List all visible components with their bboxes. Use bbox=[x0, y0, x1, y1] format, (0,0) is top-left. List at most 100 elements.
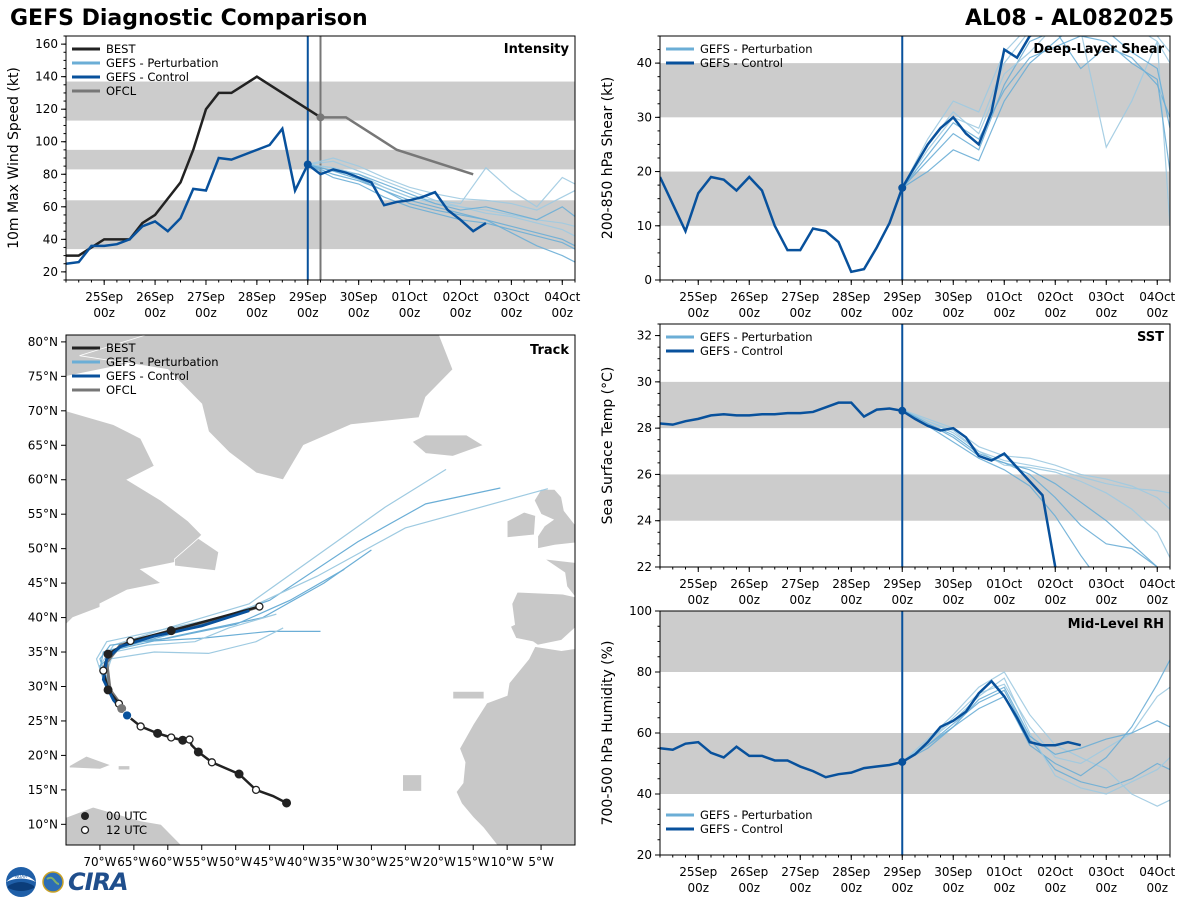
control-track bbox=[101, 609, 250, 717]
y-axis-label: Sea Surface Temp (°C) bbox=[600, 367, 616, 525]
x-tick-label: 00z bbox=[738, 306, 760, 320]
lon-tick-label: 35°W bbox=[321, 855, 354, 869]
x-tick-label: 00z bbox=[93, 306, 115, 320]
legend-label: GEFS - Perturbation bbox=[106, 56, 219, 70]
best-point-12utc bbox=[167, 733, 176, 742]
panel-title: Mid-Level RH bbox=[1068, 617, 1164, 632]
noaa-logo-icon: NOAA bbox=[6, 867, 36, 897]
lon-tick-label: 25°W bbox=[389, 855, 422, 869]
x-tick-label: 01Oct bbox=[986, 290, 1022, 304]
x-tick-label: 03Oct bbox=[1088, 865, 1124, 879]
x-tick-label: 30Sep bbox=[934, 290, 972, 304]
x-tick-label: 04Oct bbox=[1139, 290, 1175, 304]
x-tick-label: 28Sep bbox=[832, 577, 870, 591]
y-tick-label: 20 bbox=[43, 265, 58, 279]
lat-tick-label: 10°N bbox=[28, 817, 58, 831]
y-axis-label: 10m Max Wind Speed (kt) bbox=[6, 67, 22, 249]
x-tick-label: 00z bbox=[1146, 306, 1168, 320]
legend-label: 12 UTC bbox=[106, 823, 147, 837]
panel-track: 10°N 15°N 20°N 25°N 30°N 35°N 40°N 45°N 50°N 55°N… bbox=[28, 334, 576, 869]
x-tick-label: 00z bbox=[297, 306, 319, 320]
y-tick-label: 28 bbox=[637, 421, 652, 435]
x-tick-label: 30Sep bbox=[340, 290, 378, 304]
lon-tick-label: 5°W bbox=[528, 855, 554, 869]
legend-marker-12utc bbox=[80, 825, 90, 835]
lon-tick-label: 40°W bbox=[287, 855, 320, 869]
x-tick-label: 25Sep bbox=[679, 577, 717, 591]
x-tick-label: 00z bbox=[399, 306, 421, 320]
y-tick-label: 60 bbox=[637, 726, 652, 740]
y-tick-label: 80 bbox=[637, 665, 652, 679]
x-tick-label: 01Oct bbox=[392, 290, 428, 304]
x-tick-label: 00z bbox=[942, 881, 964, 895]
logos: NOAA CIRA bbox=[4, 866, 129, 898]
legend-label: GEFS - Perturbation bbox=[700, 42, 813, 56]
x-tick-label: 00z bbox=[1044, 881, 1066, 895]
legend-label: GEFS - Control bbox=[106, 70, 189, 84]
y-tick-label: 100 bbox=[35, 135, 58, 149]
gefs-control-line bbox=[660, 401, 1057, 567]
lon-tick-label: 15°W bbox=[457, 855, 490, 869]
series-group bbox=[660, 659, 1170, 807]
x-tick-label: 00z bbox=[501, 306, 523, 320]
land-hispaniola bbox=[68, 755, 112, 770]
x-tick-label: 00z bbox=[551, 306, 573, 320]
x-tick-label: 00z bbox=[195, 306, 217, 320]
lat-tick-label: 45°N bbox=[28, 576, 58, 590]
x-tick-label: 00z bbox=[942, 306, 964, 320]
land-puerto-rico bbox=[117, 765, 131, 771]
x-tick-label: 02Oct bbox=[1037, 290, 1073, 304]
x-tick-label: 01Oct bbox=[986, 577, 1022, 591]
legend-label: OFCL bbox=[106, 383, 137, 397]
band-1 bbox=[660, 63, 1170, 118]
y-tick-label: 100 bbox=[629, 604, 652, 618]
x-tick-label: 27Sep bbox=[781, 865, 819, 879]
perturbation-line bbox=[307, 163, 575, 221]
lon-tick-label: 60°W bbox=[151, 855, 184, 869]
map-layer bbox=[66, 335, 575, 845]
band-1 bbox=[660, 381, 1170, 429]
legend-label: GEFS - Control bbox=[700, 344, 783, 358]
init-dot bbox=[898, 406, 907, 415]
x-tick-label: 00z bbox=[789, 306, 811, 320]
x-tick-label: 26Sep bbox=[136, 290, 174, 304]
best-point-00utc bbox=[282, 798, 292, 808]
x-tick-label: 25Sep bbox=[679, 865, 717, 879]
x-tick-label: 00z bbox=[891, 593, 913, 607]
init-dot bbox=[303, 160, 312, 169]
land-iberia bbox=[510, 591, 575, 646]
y-tick-label: 140 bbox=[35, 70, 58, 84]
best-line bbox=[66, 75, 322, 257]
land-france bbox=[544, 558, 575, 598]
legend-label: GEFS - Perturbation bbox=[700, 330, 813, 344]
x-tick-label: 02Oct bbox=[1037, 865, 1073, 879]
x-tick-label: 30Sep bbox=[934, 577, 972, 591]
y-tick-label: 40 bbox=[637, 56, 652, 70]
legend-label: GEFS - Perturbation bbox=[106, 355, 219, 369]
best-point-12utc bbox=[185, 735, 194, 744]
land-newfoundland bbox=[174, 537, 220, 572]
control-position-dot bbox=[122, 710, 132, 721]
x-tick-label: 00z bbox=[993, 306, 1015, 320]
perturbation-line bbox=[307, 163, 575, 250]
x-tick-label: 29Sep bbox=[289, 290, 327, 304]
lon-tick-label: 20°W bbox=[423, 855, 456, 869]
panel-sst: 22 24 26 28 30 32 25Sep 00z 26Sep 00z 27Sep 00z 28Se… bbox=[600, 323, 1176, 607]
panel-title: Intensity bbox=[504, 42, 570, 57]
lat-tick-label: 35°N bbox=[28, 645, 58, 659]
land-south-america bbox=[66, 806, 183, 845]
lat-tick-label: 20°N bbox=[28, 748, 58, 762]
perturbation-line bbox=[901, 671, 1170, 807]
land-cape-verde bbox=[402, 774, 423, 792]
x-tick-label: 00z bbox=[1095, 881, 1117, 895]
x-tick-label: 03Oct bbox=[1088, 577, 1124, 591]
x-tick-label: 00z bbox=[687, 306, 709, 320]
x-tick-label: 28Sep bbox=[238, 290, 276, 304]
init-dot bbox=[898, 183, 907, 192]
x-tick-label: 25Sep bbox=[85, 290, 123, 304]
lat-tick-label: 50°N bbox=[28, 542, 58, 556]
legend-marker-00utc bbox=[81, 812, 89, 820]
x-tick-label: 30Sep bbox=[934, 865, 972, 879]
legend-label: GEFS - Perturbation bbox=[700, 808, 813, 822]
perturbation-line bbox=[307, 163, 575, 247]
